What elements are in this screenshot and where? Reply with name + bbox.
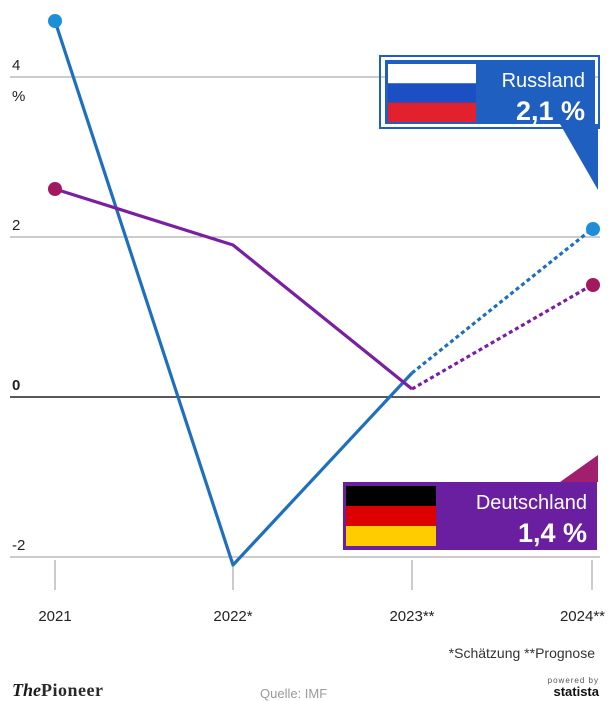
callout-border xyxy=(379,55,600,129)
data-point-russland xyxy=(48,14,62,28)
x-tick-label: 2021 xyxy=(38,608,71,625)
statista-name: statista xyxy=(553,684,599,699)
y-tick-label: -2 xyxy=(12,537,25,554)
data-point-deutschland xyxy=(586,278,600,292)
y-tick-label: 4 xyxy=(12,57,20,74)
series-line-russland xyxy=(53,20,414,567)
statista-powered-by: powered by xyxy=(547,676,599,685)
y-tick-label: 2 xyxy=(12,217,20,234)
callout-label: Deutschland xyxy=(476,492,587,514)
flag-stripe xyxy=(388,83,476,103)
callout-value: 1,4 % xyxy=(518,518,587,548)
footnote: *Schätzung **Prognose xyxy=(448,645,595,661)
source-label: Quelle: IMF xyxy=(260,686,328,701)
x-tick-label: 2023** xyxy=(389,608,434,625)
statista-logo: powered by statista xyxy=(547,676,599,699)
callout-pointer xyxy=(560,455,598,482)
brand-logo-part-1: The xyxy=(12,680,41,700)
y-tick-label: 0 xyxy=(12,377,20,394)
flag-stripe xyxy=(346,486,436,506)
brand-logo: ThePioneer xyxy=(12,680,103,701)
flag-stripe xyxy=(346,526,436,546)
x-tick-label: 2022* xyxy=(213,608,252,625)
callout-pointer xyxy=(560,124,598,190)
flag-stripe xyxy=(388,102,476,122)
callout-value: 2,1 % xyxy=(516,96,585,126)
line-chart: 4 2 0 -2% 2021 2022* 2023** 2024** Russland 2,1 %… xyxy=(10,14,605,625)
data-point-deutschland xyxy=(48,182,62,196)
flag-stripe xyxy=(388,64,476,84)
series-line-deutschland xyxy=(54,187,414,391)
series-forecast-line-russland xyxy=(411,227,593,375)
callout-label: Russland xyxy=(502,70,585,92)
flag-stripe xyxy=(346,506,436,526)
brand-logo-part-2: Pioneer xyxy=(41,680,104,700)
data-point-russland xyxy=(586,222,600,236)
x-tick-label: 2024** xyxy=(560,608,605,625)
y-unit-label: % xyxy=(12,88,25,105)
